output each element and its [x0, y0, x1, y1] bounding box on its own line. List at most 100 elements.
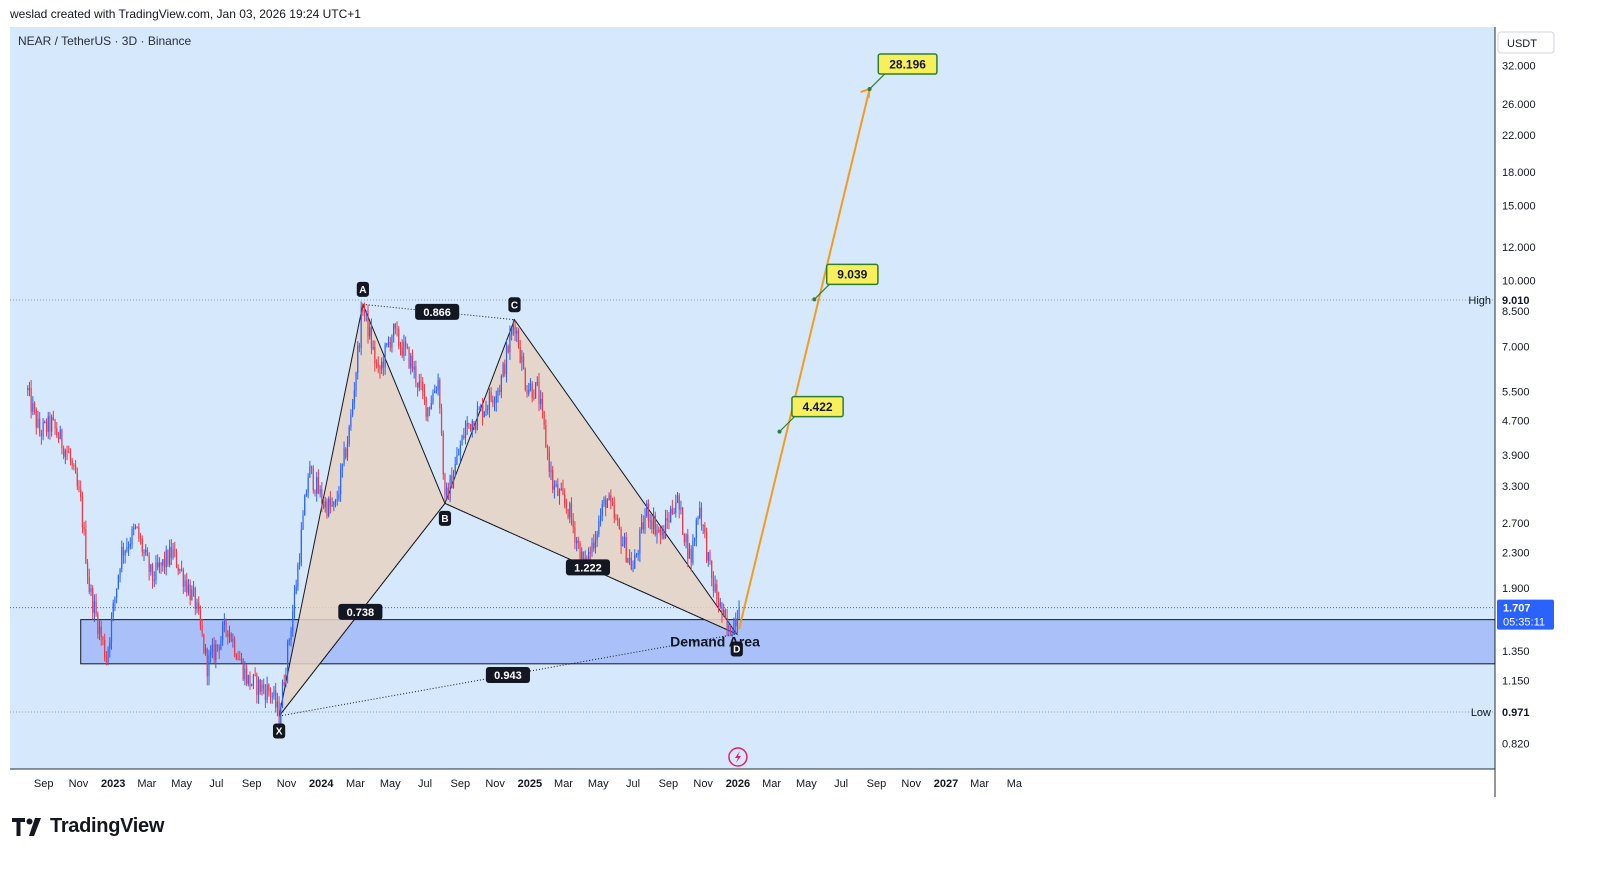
candle[interactable] [391, 334, 393, 353]
candle[interactable] [186, 572, 188, 597]
candle[interactable] [647, 499, 650, 528]
candle[interactable] [524, 367, 526, 392]
candle[interactable] [495, 390, 497, 412]
candle[interactable] [416, 382, 419, 397]
price-chart[interactable]: Demand Area 4.422 9.039 28.196 X A B C D 0.738 0.… [10, 27, 1557, 797]
candle[interactable] [134, 524, 137, 530]
candle[interactable] [468, 422, 470, 429]
candle[interactable] [382, 355, 384, 376]
candle[interactable] [553, 480, 555, 499]
candle[interactable] [133, 523, 135, 536]
candle[interactable] [158, 557, 160, 574]
candle[interactable] [668, 512, 670, 530]
candle[interactable] [410, 352, 412, 375]
pattern-point-d[interactable]: D [730, 641, 743, 657]
candle[interactable] [552, 465, 554, 494]
candle[interactable] [331, 497, 333, 508]
candle[interactable] [182, 567, 184, 594]
candle[interactable] [153, 571, 155, 587]
candle[interactable] [389, 337, 391, 352]
candle[interactable] [189, 579, 191, 606]
candle[interactable] [702, 524, 704, 535]
candle[interactable] [704, 522, 706, 539]
candle[interactable] [184, 574, 186, 592]
candle[interactable] [437, 373, 439, 396]
candle[interactable] [42, 418, 44, 441]
candle[interactable] [247, 674, 249, 687]
candle[interactable] [528, 382, 530, 397]
candle[interactable] [81, 491, 84, 534]
candle[interactable] [733, 617, 735, 635]
candle[interactable] [198, 596, 200, 615]
candle[interactable] [459, 440, 461, 462]
candle[interactable] [475, 420, 477, 434]
candle[interactable] [276, 692, 278, 717]
candle[interactable] [511, 327, 513, 341]
candle[interactable] [422, 377, 424, 400]
candle[interactable] [237, 651, 239, 661]
candle[interactable] [726, 608, 728, 637]
candle[interactable] [574, 521, 576, 550]
candle[interactable] [481, 397, 484, 426]
candle[interactable] [196, 598, 198, 614]
candle[interactable] [418, 374, 420, 392]
candle[interactable] [177, 564, 179, 576]
ratio-label-1-222[interactable]: 1.222 [565, 559, 611, 576]
candle[interactable] [589, 546, 591, 560]
candle[interactable] [639, 527, 641, 563]
candle[interactable] [230, 632, 232, 643]
candle[interactable] [630, 551, 632, 571]
candle[interactable] [293, 584, 296, 619]
candle[interactable] [596, 530, 598, 548]
candle[interactable] [257, 676, 260, 704]
candle[interactable] [192, 581, 195, 597]
candle[interactable] [531, 381, 533, 403]
candle[interactable] [541, 392, 544, 419]
candle[interactable] [76, 467, 78, 491]
candle[interactable] [671, 499, 673, 516]
candle[interactable] [649, 513, 651, 530]
candle[interactable] [297, 562, 299, 591]
candle[interactable] [251, 683, 253, 687]
candle[interactable] [398, 326, 400, 350]
candle[interactable] [526, 385, 528, 398]
candle[interactable] [157, 554, 159, 571]
candle[interactable] [435, 386, 437, 394]
candle[interactable] [333, 501, 335, 512]
candle[interactable] [646, 500, 648, 518]
candle[interactable] [191, 585, 193, 601]
candle[interactable] [690, 545, 692, 572]
candle[interactable] [66, 445, 68, 461]
candle[interactable] [517, 328, 520, 349]
candle[interactable] [548, 446, 550, 478]
candle[interactable] [676, 491, 679, 504]
candle[interactable] [613, 496, 615, 524]
candle[interactable] [83, 521, 85, 536]
candle[interactable] [360, 301, 362, 356]
candle[interactable] [100, 620, 102, 646]
candle[interactable] [384, 342, 386, 375]
candle[interactable] [562, 479, 564, 496]
candle[interactable] [688, 543, 691, 559]
candle[interactable] [736, 609, 738, 634]
candle[interactable] [427, 407, 429, 422]
candle[interactable] [623, 532, 626, 548]
candle[interactable] [463, 428, 465, 440]
candle[interactable] [204, 643, 207, 656]
candle[interactable] [714, 575, 716, 593]
candle[interactable] [292, 604, 294, 637]
candle[interactable] [317, 469, 320, 495]
candle[interactable] [659, 526, 662, 545]
candle[interactable] [504, 359, 506, 377]
candle[interactable] [719, 597, 721, 609]
candle[interactable] [721, 602, 723, 623]
candle[interactable] [434, 384, 436, 394]
candle[interactable] [235, 653, 237, 661]
target-label-9-039[interactable]: 9.039 [825, 263, 879, 286]
candle[interactable] [478, 406, 480, 410]
candle[interactable] [324, 496, 326, 513]
candle[interactable] [136, 526, 138, 529]
candle[interactable] [523, 352, 525, 370]
candle[interactable] [557, 478, 559, 497]
candle[interactable] [203, 633, 205, 655]
